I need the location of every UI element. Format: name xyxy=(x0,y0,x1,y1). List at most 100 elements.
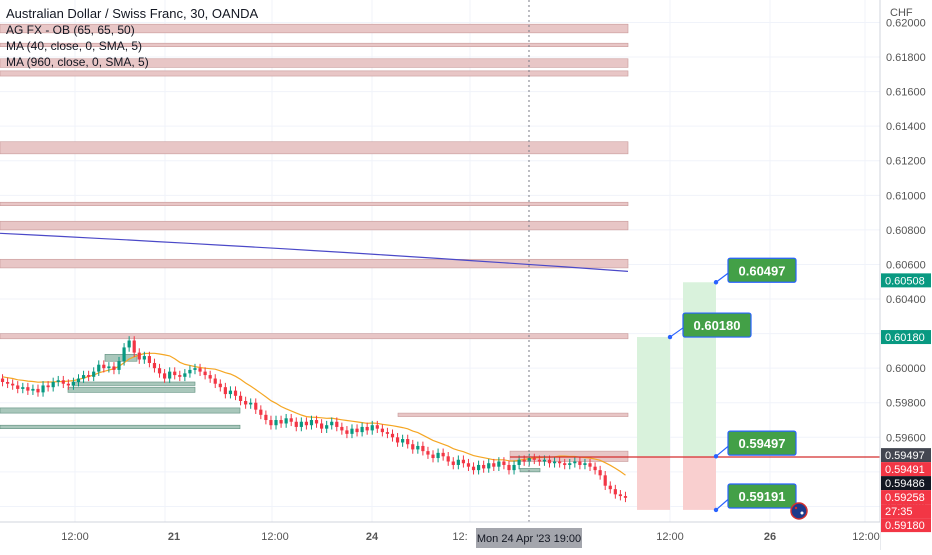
candle-63 xyxy=(319,419,324,433)
candle-117 xyxy=(593,462,597,475)
ob-box-1 xyxy=(71,381,196,386)
candle-36 xyxy=(183,369,187,382)
candle-11 xyxy=(56,375,60,387)
candle-82 xyxy=(416,441,420,454)
price-tick-0: 0.62000 xyxy=(886,17,926,29)
candle-109 xyxy=(552,457,557,468)
indicator-ob[interactable]: AG FX - OB (65, 65, 50) xyxy=(6,23,135,37)
candle-61 xyxy=(309,415,314,430)
candle-38 xyxy=(193,363,197,375)
price-badge-2: 0.59497 xyxy=(881,448,931,463)
ob-box-0 xyxy=(104,354,138,362)
callout-box xyxy=(727,483,797,509)
candle-22 xyxy=(112,362,116,375)
candle-46 xyxy=(233,386,238,401)
australia-flag-icon xyxy=(790,502,808,520)
candle-83 xyxy=(421,441,425,456)
candle-6 xyxy=(31,384,35,395)
callout-label: 0.59191 xyxy=(739,489,786,504)
candle-55 xyxy=(279,415,283,428)
candle-92 xyxy=(466,458,471,472)
position-tool[interactable] xyxy=(637,282,716,510)
price-callouts[interactable]: 0.60497 0.60180 0.59497 0.59191 xyxy=(667,257,808,520)
callout-box xyxy=(727,430,797,456)
time-axis-bg xyxy=(0,522,880,550)
candle-58 xyxy=(294,417,298,432)
candle-96 xyxy=(487,458,491,473)
ob-zone-4 xyxy=(0,141,629,155)
price-tick-10: 0.60000 xyxy=(886,363,926,375)
candle-54 xyxy=(274,415,278,430)
candle-60 xyxy=(304,417,309,430)
price-badge-5: 0.59258 xyxy=(881,490,931,505)
candle-37 xyxy=(188,365,192,378)
candle-3 xyxy=(16,381,20,394)
price-badge-label: 27:35 xyxy=(885,506,913,518)
candle-89 xyxy=(451,457,455,470)
chart-legend: Australian Dollar / Swiss Franc, 30, OAN… xyxy=(6,6,258,70)
ob-box-5 xyxy=(519,468,541,473)
candle-42 xyxy=(213,374,217,389)
candle-10 xyxy=(51,377,55,392)
candle-39 xyxy=(198,363,202,376)
price-badge-label: 0.60508 xyxy=(885,275,925,287)
moving-averages xyxy=(0,232,629,476)
candle-48 xyxy=(244,396,248,409)
candle-88 xyxy=(446,451,450,466)
candle-21 xyxy=(107,362,111,373)
candle-29 xyxy=(147,351,152,368)
candle-1 xyxy=(5,377,10,389)
callout-0.59191: 0.59191 xyxy=(713,483,797,513)
candle-16 xyxy=(81,370,86,383)
candle-47 xyxy=(238,391,243,406)
callout-label: 0.60497 xyxy=(739,263,786,278)
callout-anchor xyxy=(713,454,719,459)
candle-33 xyxy=(168,367,172,383)
profit-zone-1 xyxy=(637,337,670,457)
price-badge-label: 0.59258 xyxy=(885,492,925,504)
callout-0.60497: 0.60497 xyxy=(713,257,797,285)
candle-65 xyxy=(330,417,334,430)
candle-105 xyxy=(532,453,536,465)
currency-label: CHF xyxy=(890,7,913,19)
candle-73 xyxy=(370,420,374,435)
candle-80 xyxy=(406,434,410,449)
loss-zone-2 xyxy=(683,456,716,510)
ob-zone-7 xyxy=(0,258,629,269)
candle-45 xyxy=(228,386,233,399)
candle-15 xyxy=(76,374,81,387)
candle-77 xyxy=(390,429,395,442)
candle-70 xyxy=(355,424,359,437)
candle-35 xyxy=(178,370,182,382)
candle-25 xyxy=(127,336,131,352)
candle-123 xyxy=(623,491,628,503)
indicator-ma-40[interactable]: MA (40, close, 0, SMA, 5) xyxy=(6,39,143,53)
candle-90 xyxy=(456,455,460,470)
candle-74 xyxy=(375,420,379,433)
candle-49 xyxy=(249,398,253,409)
candle-81 xyxy=(411,439,415,454)
ob-zone-3 xyxy=(0,70,629,77)
candle-122 xyxy=(618,490,623,501)
callout-label: 0.59497 xyxy=(739,436,786,451)
candle-95 xyxy=(482,460,486,473)
price-badge-label: 0.59180 xyxy=(885,520,925,532)
candle-67 xyxy=(340,422,344,435)
indicator-ma-960[interactable]: MA (960, close, 0, SMA, 5) xyxy=(6,55,149,69)
crosshair-time-badge xyxy=(476,528,582,548)
candle-24 xyxy=(122,343,126,366)
candle-43 xyxy=(218,379,222,392)
time-label-7: 12:00 xyxy=(852,531,880,543)
price-badge-4: 0.59486 xyxy=(881,476,931,491)
candle-71 xyxy=(360,422,364,437)
candle-100 xyxy=(507,460,511,475)
candle-119 xyxy=(603,471,607,491)
candle-34 xyxy=(173,367,177,380)
time-axis[interactable]: 12:00 21 12:00 24 12: 12:00 26 12:00 Mon 24 Apr … xyxy=(0,521,880,550)
candle-69 xyxy=(350,424,354,439)
time-label-6: 26 xyxy=(764,531,776,543)
candle-9 xyxy=(46,381,50,392)
